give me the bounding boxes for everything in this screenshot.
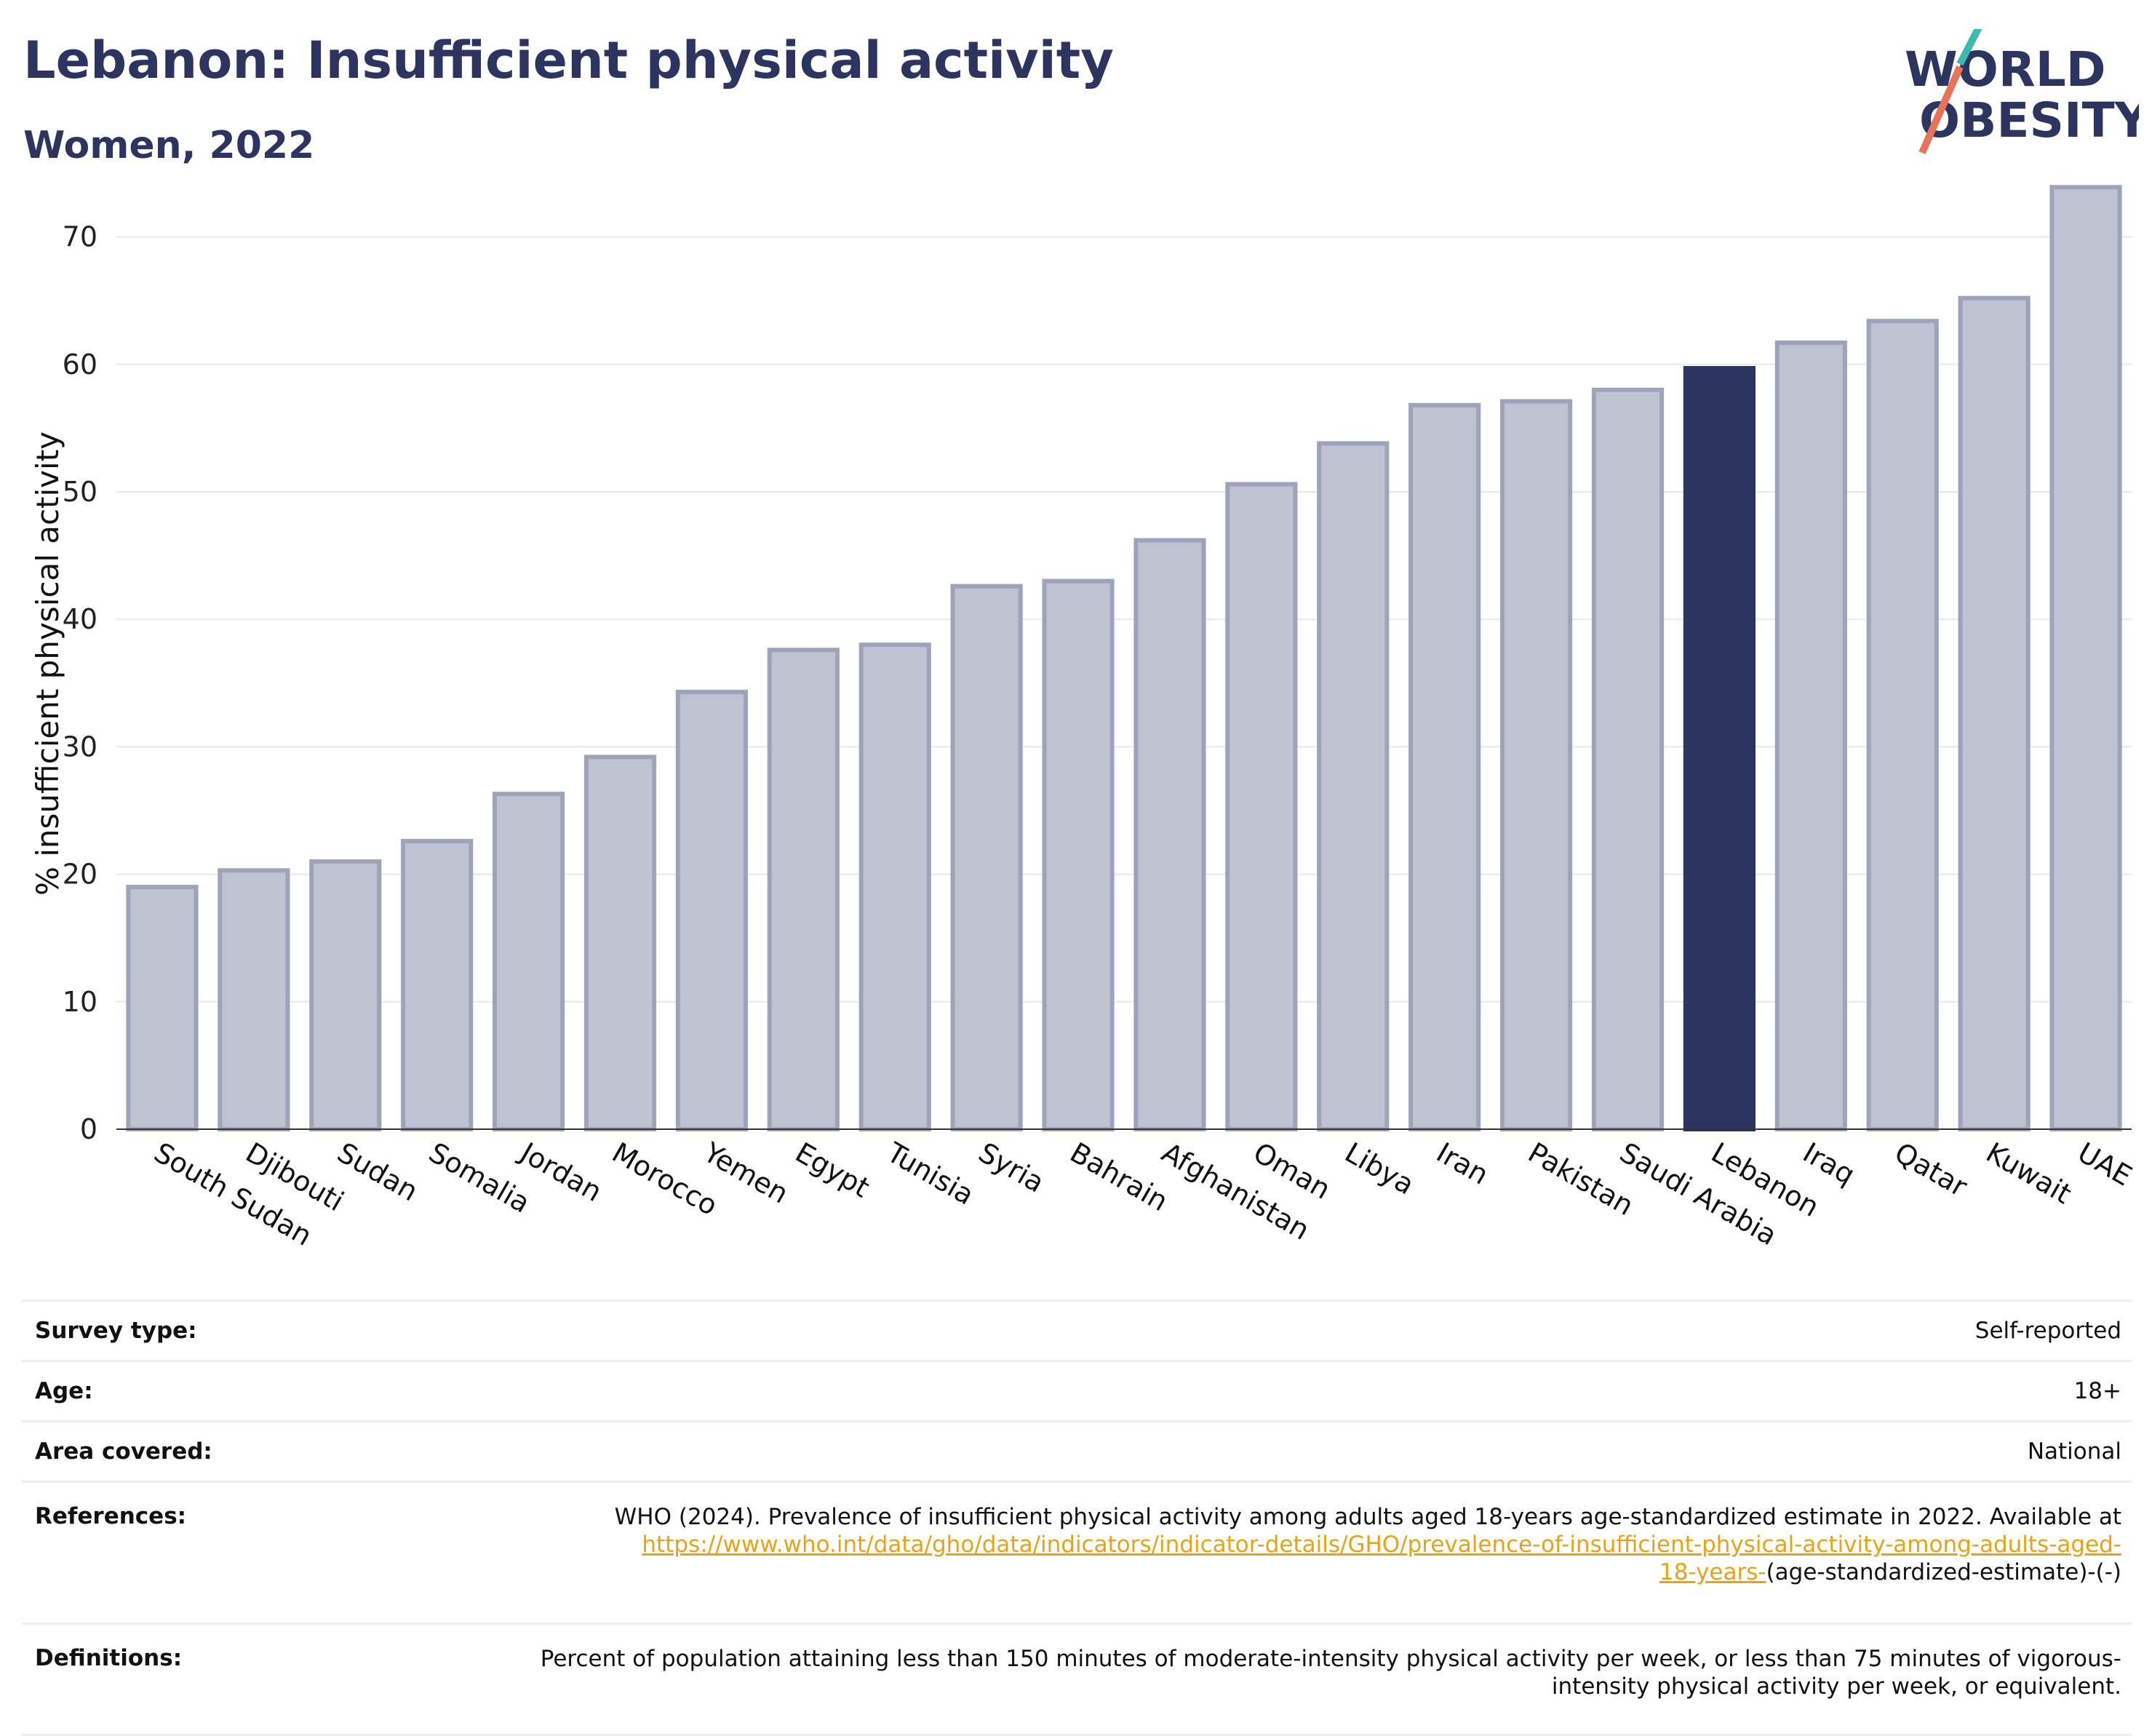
bar-jordan[interactable] xyxy=(493,792,565,1131)
definitions-value: Percent of population attaining less tha… xyxy=(471,1622,2132,1736)
bar-yemen[interactable] xyxy=(675,690,748,1131)
world-obesity-logo: WORLD OBESITY xyxy=(1905,29,2139,155)
area-label: Area covered: xyxy=(22,1420,471,1482)
age-label: Age: xyxy=(22,1360,471,1422)
y-tick-label: 70 xyxy=(63,221,97,253)
info-row-age: Age: 18+ xyxy=(22,1360,2132,1422)
bar-somalia[interactable] xyxy=(401,839,474,1131)
chart-title: Lebanon: Insufficient physical activity xyxy=(23,31,1114,90)
bar-uae[interactable] xyxy=(2049,185,2122,1132)
bar-tunisia[interactable] xyxy=(858,642,931,1131)
survey-type-value: Self-reported xyxy=(471,1299,2132,1361)
area-value: National xyxy=(471,1420,2132,1482)
bar-iraq[interactable] xyxy=(1774,341,1847,1131)
bar-kuwait[interactable] xyxy=(1958,295,2031,1131)
bar-south-sudan[interactable] xyxy=(126,885,199,1131)
y-axis-title: % insufficient physical activity xyxy=(30,431,65,896)
bar-sudan[interactable] xyxy=(309,859,382,1131)
bars xyxy=(126,185,2122,1132)
bar-egypt[interactable] xyxy=(767,648,840,1131)
bar-morocco[interactable] xyxy=(583,754,657,1132)
references-text: WHO (2024). Prevalence of insufficient p… xyxy=(614,1504,2121,1530)
bar-oman[interactable] xyxy=(1225,482,1298,1131)
age-value: 18+ xyxy=(471,1360,2132,1422)
bar-afghanistan[interactable] xyxy=(1133,538,1206,1131)
bar-saudi-arabia[interactable] xyxy=(1591,387,1665,1131)
y-tick-label: 30 xyxy=(63,730,97,763)
bar-chart: 0 10 20 30 40 50 60 70 South SudanDjiboutiSudan… xyxy=(30,185,2137,1252)
chart-subtitle: Women, 2022 xyxy=(23,124,315,167)
bar-bahrain[interactable] xyxy=(1042,578,1115,1131)
y-tick-label: 40 xyxy=(63,603,97,635)
y-axis-ticks: 0 10 20 30 40 50 60 70 xyxy=(63,221,97,1145)
x-tick-label: Kuwait xyxy=(1981,1136,2077,1211)
logo-slash-coral xyxy=(1918,65,1964,155)
references-link[interactable]: https://www.who.int/data/gho/data/indica… xyxy=(642,1532,2121,1558)
x-tick-label: Sudan xyxy=(332,1136,423,1208)
references-suffix: (age-standardized-estimate)-(-) xyxy=(1766,1559,2121,1585)
survey-type-label: Survey type: xyxy=(22,1299,471,1361)
logo-line1: WORLD xyxy=(1905,41,2106,97)
y-tick-label: 20 xyxy=(63,859,97,891)
info-table: Survey type: Self-reported Age: 18+ Area… xyxy=(22,1299,2132,1736)
x-tick-label: Tunisia xyxy=(881,1136,979,1211)
references-label: References: xyxy=(22,1481,471,1624)
bar-djibouti[interactable] xyxy=(218,868,290,1131)
x-tick-label: UAE xyxy=(2073,1136,2137,1192)
x-tick-label: Pakistan xyxy=(1523,1136,1639,1222)
x-tick-label: Egypt xyxy=(790,1136,875,1204)
y-tick-label: 60 xyxy=(63,349,97,381)
references-value: WHO (2024). Prevalence of insufficient p… xyxy=(471,1481,2132,1624)
bar-syria[interactable] xyxy=(950,584,1023,1131)
bar-qatar[interactable] xyxy=(1866,319,1939,1131)
x-tick-label: Saudi Arabia xyxy=(1614,1136,1782,1252)
x-tick-label: South Sudan xyxy=(148,1136,317,1252)
bar-libya[interactable] xyxy=(1317,441,1390,1131)
definitions-label: Definitions: xyxy=(22,1622,471,1736)
x-tick-label: Iran xyxy=(1431,1136,1494,1191)
x-tick-label: Libya xyxy=(1339,1136,1419,1201)
info-row-definitions: Definitions: Percent of population attai… xyxy=(22,1622,2132,1736)
x-tick-label: Bahrain xyxy=(1065,1136,1173,1218)
logo-line2: OBESITY xyxy=(1919,92,2139,148)
x-tick-label: Morocco xyxy=(607,1136,723,1222)
x-tick-label: Syria xyxy=(973,1136,1050,1199)
bar-lebanon[interactable] xyxy=(1683,366,1756,1131)
y-tick-label: 50 xyxy=(63,476,97,508)
bar-pakistan[interactable] xyxy=(1500,399,1573,1131)
info-row-references: References: WHO (2024). Prevalence of in… xyxy=(22,1481,2132,1624)
info-row-survey-type: Survey type: Self-reported xyxy=(22,1299,2132,1361)
x-tick-label: Iraq xyxy=(1798,1136,1860,1191)
logo-slash-teal xyxy=(1956,29,1982,66)
references-link-cont[interactable]: 18-years- xyxy=(1659,1559,1766,1585)
y-tick-label: 0 xyxy=(80,1113,97,1145)
y-tick-label: 10 xyxy=(63,986,97,1018)
x-tick-label: Somalia xyxy=(423,1136,535,1219)
info-row-area: Area covered: National xyxy=(22,1420,2132,1482)
x-tick-label: Qatar xyxy=(1889,1136,1973,1203)
bar-iran[interactable] xyxy=(1408,402,1481,1131)
